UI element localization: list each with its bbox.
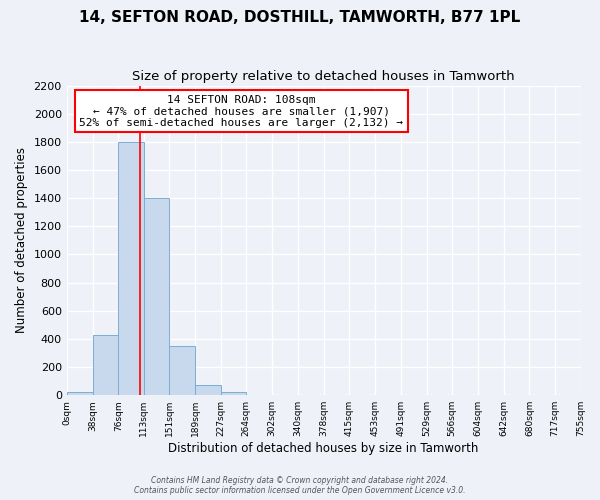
Text: 14 SEFTON ROAD: 108sqm
← 47% of detached houses are smaller (1,907)
52% of semi-: 14 SEFTON ROAD: 108sqm ← 47% of detached… <box>79 95 403 128</box>
Bar <box>67 392 92 395</box>
Text: Contains HM Land Registry data © Crown copyright and database right 2024.
Contai: Contains HM Land Registry data © Crown c… <box>134 476 466 495</box>
Bar <box>92 334 118 395</box>
X-axis label: Distribution of detached houses by size in Tamworth: Distribution of detached houses by size … <box>169 442 479 455</box>
Y-axis label: Number of detached properties: Number of detached properties <box>15 148 28 334</box>
Bar <box>221 392 247 395</box>
Bar <box>143 198 169 395</box>
Title: Size of property relative to detached houses in Tamworth: Size of property relative to detached ho… <box>132 70 515 83</box>
Bar <box>195 384 221 395</box>
Bar <box>169 346 195 395</box>
Bar <box>118 142 143 395</box>
Text: 14, SEFTON ROAD, DOSTHILL, TAMWORTH, B77 1PL: 14, SEFTON ROAD, DOSTHILL, TAMWORTH, B77… <box>79 10 521 25</box>
